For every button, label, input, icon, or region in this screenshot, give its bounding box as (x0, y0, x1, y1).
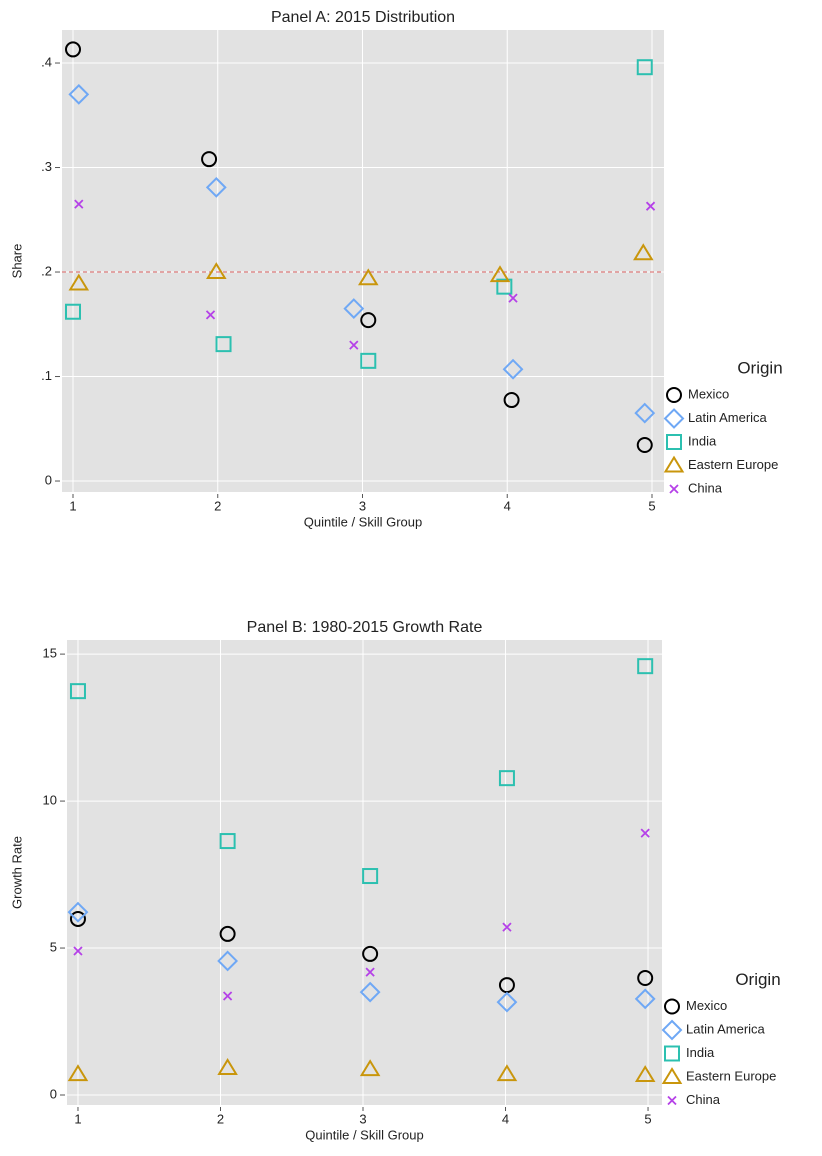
marker (645, 201, 656, 211)
marker (206, 262, 227, 280)
y-axis-label: Growth Rate (9, 836, 24, 909)
marker (496, 1064, 518, 1082)
x-tick-label: 4 (502, 1111, 509, 1126)
y-tick-label: 5 (50, 939, 57, 954)
marker (634, 988, 656, 1010)
marker (360, 312, 377, 329)
marker (359, 1059, 381, 1077)
marker (74, 199, 84, 209)
x-tick-label: 3 (359, 1111, 366, 1126)
legend-marker (664, 998, 680, 1015)
marker (365, 967, 375, 977)
legend-title: Origin (737, 358, 782, 377)
x-tick-label: 3 (359, 498, 366, 513)
marker (496, 278, 513, 295)
y-tick-label: 15 (43, 646, 57, 661)
legend-marker (663, 408, 685, 429)
x-tick-label: 2 (214, 498, 221, 513)
marker (215, 336, 232, 353)
marker (636, 59, 653, 76)
marker (73, 946, 83, 956)
marker (640, 828, 650, 838)
legend-marker (663, 455, 685, 473)
marker (362, 945, 379, 962)
marker (217, 1058, 238, 1075)
x-tick-label: 1 (69, 498, 76, 513)
marker (633, 243, 654, 261)
marker (205, 310, 216, 320)
marker (219, 925, 236, 942)
marker (205, 176, 227, 198)
legend-marker (661, 1019, 683, 1041)
marker (222, 991, 233, 1001)
legend-label: Mexico (688, 386, 729, 401)
marker (636, 436, 653, 453)
legend-label: India (688, 433, 717, 448)
legend-label: Latin America (686, 1021, 766, 1036)
x-tick-label: 4 (504, 498, 511, 513)
marker (362, 868, 379, 885)
marker (360, 352, 377, 369)
x-tick-label: 2 (217, 1111, 224, 1126)
marker (496, 991, 518, 1013)
plot-background (62, 30, 664, 492)
x-tick-label: 5 (644, 1111, 651, 1126)
legend-label: India (686, 1045, 715, 1060)
y-tick-label: .1 (41, 368, 52, 383)
marker (68, 273, 90, 291)
marker (65, 41, 82, 58)
marker (201, 151, 218, 168)
marker (219, 833, 236, 850)
marker (634, 402, 656, 424)
y-tick-label: .4 (41, 54, 52, 69)
marker (502, 358, 524, 380)
marker (498, 770, 515, 787)
legend-title: Origin (735, 970, 780, 989)
marker (489, 265, 511, 283)
marker (634, 1065, 656, 1083)
y-tick-label: .2 (41, 263, 52, 278)
legend-label: Mexico (686, 998, 727, 1013)
marker (69, 683, 86, 700)
marker (65, 303, 82, 320)
y-tick-label: .3 (41, 159, 52, 174)
marker (68, 83, 90, 105)
chart-title: Panel B: 1980-2015 Growth Rate (247, 619, 483, 636)
marker (349, 340, 359, 350)
y-tick-label: 0 (50, 1086, 57, 1101)
legend-label: Eastern Europe (686, 1068, 776, 1083)
marker (502, 922, 512, 932)
marker (343, 298, 365, 320)
legend-marker (666, 434, 682, 450)
legend-label: Latin America (688, 410, 768, 425)
marker (217, 950, 239, 972)
legend-marker (661, 1067, 683, 1084)
y-tick-label: 10 (43, 793, 57, 808)
legend-marker (669, 484, 679, 494)
marker (637, 658, 654, 675)
marker (67, 901, 89, 923)
legend-marker (664, 1045, 680, 1062)
marker (67, 1064, 89, 1082)
chart-title: Panel A: 2015 Distribution (271, 9, 455, 26)
x-axis-label: Quintile / Skill Group (305, 1127, 424, 1142)
marker (503, 392, 520, 409)
legend-label: China (688, 480, 723, 495)
marker (69, 910, 86, 927)
y-axis-label: Share (9, 244, 24, 279)
marker (637, 970, 654, 987)
x-tick-label: 5 (648, 498, 655, 513)
legend-label: Eastern Europe (688, 457, 778, 472)
y-tick-label: 0 (45, 472, 52, 487)
legend-marker (667, 1095, 677, 1106)
legend-marker (666, 387, 682, 403)
marker (358, 268, 379, 286)
marker (508, 293, 518, 303)
legend-label: China (686, 1092, 721, 1107)
marker (359, 981, 381, 1003)
x-axis-label: Quintile / Skill Group (304, 514, 423, 529)
x-tick-label: 1 (74, 1111, 81, 1126)
plot-background (67, 640, 662, 1105)
